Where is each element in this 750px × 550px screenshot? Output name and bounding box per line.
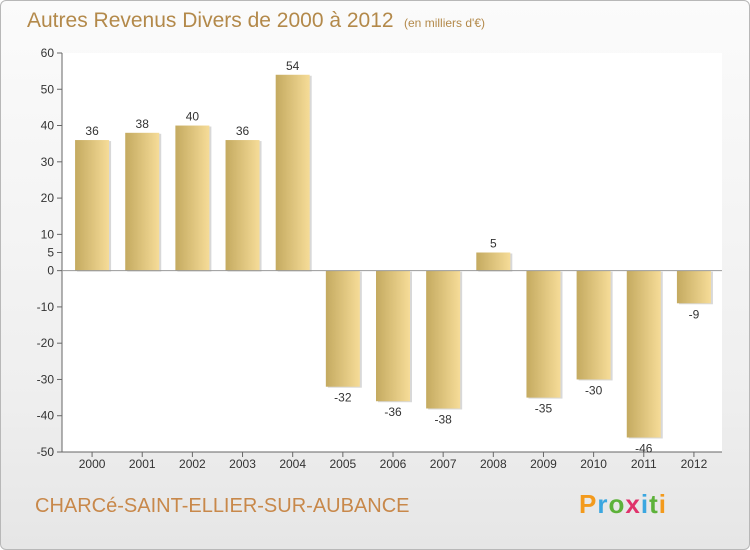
x-tick-label: 2012 (681, 457, 708, 471)
bar-value-label: -38 (434, 412, 452, 426)
x-tick-label: 2008 (480, 457, 507, 471)
bar-value-label: 5 (490, 237, 497, 251)
y-tick-label: -30 (37, 372, 55, 386)
x-tick-label: 2009 (530, 457, 557, 471)
bar (275, 74, 310, 271)
bar-value-label: 38 (136, 117, 150, 131)
logo-letter: P (579, 489, 598, 519)
x-tick-label: 2005 (329, 457, 356, 471)
bar-value-label: -46 (635, 441, 653, 455)
bar-value-label: -9 (689, 307, 700, 321)
bar (75, 140, 110, 271)
x-tick-label: 2003 (229, 457, 256, 471)
bar (676, 270, 711, 304)
logo-letter: i (640, 489, 650, 519)
y-tick-label: -50 (37, 445, 55, 459)
logo-letter: r (597, 489, 609, 519)
title-row: Autres Revenus Divers de 2000 à 2012 (en… (27, 9, 485, 33)
x-tick-label: 2011 (631, 457, 657, 471)
x-tick-label: 2001 (129, 457, 156, 471)
bar (125, 132, 160, 271)
y-tick-label: 60 (41, 46, 55, 60)
logo-letter: o (608, 489, 626, 519)
logo-letter: x (625, 489, 641, 519)
x-tick-label: 2004 (279, 457, 306, 471)
x-tick-label: 2010 (580, 457, 607, 471)
logo-letter: i (658, 489, 667, 519)
place-name: CHARCé-SAINT-ELLIER-SUR-AUBANCE (35, 495, 410, 517)
y-tick-label: 5 (47, 246, 54, 260)
logo-letter: t (649, 489, 659, 519)
bar (626, 270, 661, 438)
bar (175, 125, 210, 271)
bar-value-label: -36 (384, 405, 402, 419)
y-tick-label: -10 (37, 300, 55, 314)
bar (325, 270, 360, 387)
y-tick-label: 20 (41, 191, 55, 205)
bar-value-label: -32 (334, 391, 352, 405)
y-tick-label: 0 (47, 264, 54, 278)
bar (576, 270, 611, 380)
bar (526, 270, 561, 398)
bar-value-label: 40 (186, 110, 200, 124)
y-tick-label: 40 (41, 119, 55, 133)
chart-unit: (en milliers d'€) (404, 16, 485, 30)
x-tick-label: 2002 (179, 457, 206, 471)
y-tick-label: 50 (41, 82, 55, 96)
proxiti-logo[interactable]: Proxiti (579, 489, 667, 520)
y-tick-label: 30 (41, 155, 55, 169)
x-tick-label: 2000 (79, 457, 106, 471)
bar (476, 252, 511, 271)
chart-title: Autres Revenus Divers de 2000 à 2012 (27, 9, 394, 32)
y-tick-label: -20 (37, 336, 55, 350)
bar (376, 270, 410, 402)
bar (426, 270, 461, 409)
bar-value-label: -35 (535, 402, 553, 416)
bar-value-label: -30 (585, 383, 603, 397)
y-tick-label: 10 (41, 227, 55, 241)
x-tick-label: 2007 (430, 457, 457, 471)
y-tick-label: -40 (37, 409, 55, 423)
x-tick-label: 2006 (380, 457, 407, 471)
bar-value-label: 36 (236, 124, 250, 138)
bar (225, 140, 260, 271)
bar-value-label: 54 (286, 59, 300, 73)
bar-value-label: 36 (85, 124, 99, 138)
